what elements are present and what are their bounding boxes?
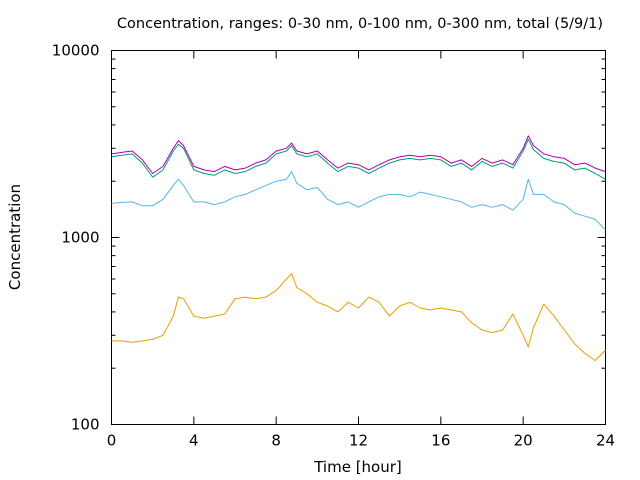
x-tick-label: 0 bbox=[107, 432, 117, 450]
series-lines bbox=[111, 135, 606, 361]
plot-frame bbox=[111, 50, 606, 425]
x-tick-label: 4 bbox=[189, 432, 199, 450]
x-axis-label: Time [hour] bbox=[313, 458, 402, 476]
series-line-1 bbox=[111, 135, 606, 174]
x-axis: 0 4 8 12 16 20 24 bbox=[107, 50, 615, 450]
y-axis-label: Concentration bbox=[6, 184, 24, 290]
series-line-2 bbox=[111, 138, 606, 180]
x-tick-label: 24 bbox=[596, 432, 615, 450]
x-tick-label: 16 bbox=[431, 432, 450, 450]
series-line-3 bbox=[111, 171, 606, 231]
chart-title: Concentration, ranges: 0-30 nm, 0-100 nm… bbox=[117, 16, 603, 32]
x-tick-label: 12 bbox=[349, 432, 368, 450]
y-tick-label: 10000 bbox=[52, 42, 100, 60]
y-tick-label: 100 bbox=[71, 416, 100, 434]
y-tick-label: 1000 bbox=[61, 229, 99, 247]
y-axis: 100 1000 10000 bbox=[52, 42, 606, 434]
x-tick-label: 8 bbox=[271, 432, 281, 450]
series-line-4 bbox=[111, 273, 606, 361]
x-tick-label: 20 bbox=[514, 432, 533, 450]
